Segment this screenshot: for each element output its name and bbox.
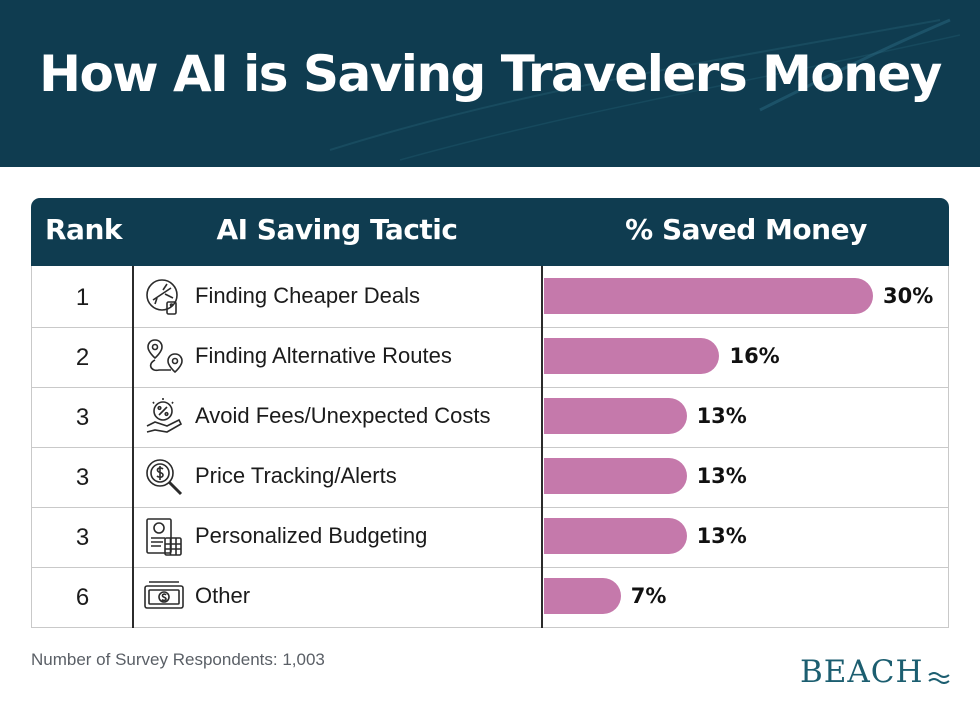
rank-cell: 6 — [75, 584, 90, 611]
table-row: 2 Finding Alternative Routes 16% — [32, 326, 948, 388]
table-row: 3 Avoid Fees/Unexpected Costs 13% — [32, 386, 948, 448]
table-row: 6 Other 7% — [32, 566, 948, 627]
rank-cell: 3 — [75, 404, 90, 431]
budget-calculator-icon — [143, 516, 185, 558]
bar — [544, 398, 687, 434]
rank-cell: 2 — [75, 344, 90, 371]
rank-cell: 1 — [75, 284, 90, 311]
bar-area: 7% — [544, 566, 948, 627]
tactic-cell: Avoid Fees/Unexpected Costs — [195, 403, 491, 428]
bar-label: 30% — [883, 284, 934, 308]
beach-logo: BEACH — [800, 652, 950, 692]
bar — [544, 278, 873, 314]
banner-background-decoration — [329, 18, 961, 161]
table-body: 1 Finding Cheaper Deals 30% 2 — [31, 266, 949, 628]
banknote-icon — [143, 576, 185, 618]
tactic-cell: Other — [195, 583, 251, 608]
bar-label: 7% — [630, 584, 667, 608]
tactics-table: Rank AI Saving Tactic % Saved Money 1 Fi… — [31, 198, 949, 629]
title-banner: How AI is Saving Travelers Money — [0, 0, 980, 167]
hand-percent-icon — [143, 396, 185, 438]
table-row: 3 Price Tracking/Alerts 13% — [32, 446, 948, 508]
header-percent-saved: % Saved Money — [625, 213, 867, 246]
logo-text: BEACH — [800, 654, 924, 690]
table-header: Rank AI Saving Tactic % Saved Money — [31, 198, 949, 266]
bar-label: 16% — [729, 344, 780, 368]
tactic-cell: Price Tracking/Alerts — [195, 463, 397, 488]
tactic-cell: Personalized Budgeting — [195, 523, 428, 548]
column-divider — [132, 266, 134, 628]
table-row: 3 Personalized Budgeting 13% — [32, 506, 948, 568]
bar-label: 13% — [696, 404, 747, 428]
bar — [544, 518, 687, 554]
bar — [544, 338, 720, 374]
rank-cell: 3 — [75, 464, 90, 491]
bar-area: 13% — [544, 506, 948, 567]
rank-cell: 3 — [75, 524, 90, 551]
header-rank: Rank — [45, 213, 123, 246]
plane-price-tag-icon — [143, 276, 185, 318]
tactic-cell: Finding Cheaper Deals — [195, 283, 421, 308]
bar-label: 13% — [696, 524, 747, 548]
table-row: 1 Finding Cheaper Deals 30% — [32, 266, 948, 328]
header-tactic: AI Saving Tactic — [216, 213, 458, 246]
bar — [544, 578, 621, 614]
bar — [544, 458, 687, 494]
route-map-pin-icon — [143, 336, 185, 378]
page-title: How AI is Saving Travelers Money — [39, 45, 942, 103]
bar-label: 13% — [696, 464, 747, 488]
bar-area: 16% — [544, 326, 948, 387]
column-divider — [541, 266, 543, 628]
bar-area: 13% — [544, 446, 948, 507]
bar-area: 30% — [544, 266, 948, 327]
footnote: Number of Survey Respondents: 1,003 — [31, 650, 325, 669]
magnifier-dollar-icon — [143, 456, 185, 498]
bar-area: 13% — [544, 386, 948, 447]
wave-icon — [928, 672, 950, 684]
tactic-cell: Finding Alternative Routes — [195, 343, 452, 368]
